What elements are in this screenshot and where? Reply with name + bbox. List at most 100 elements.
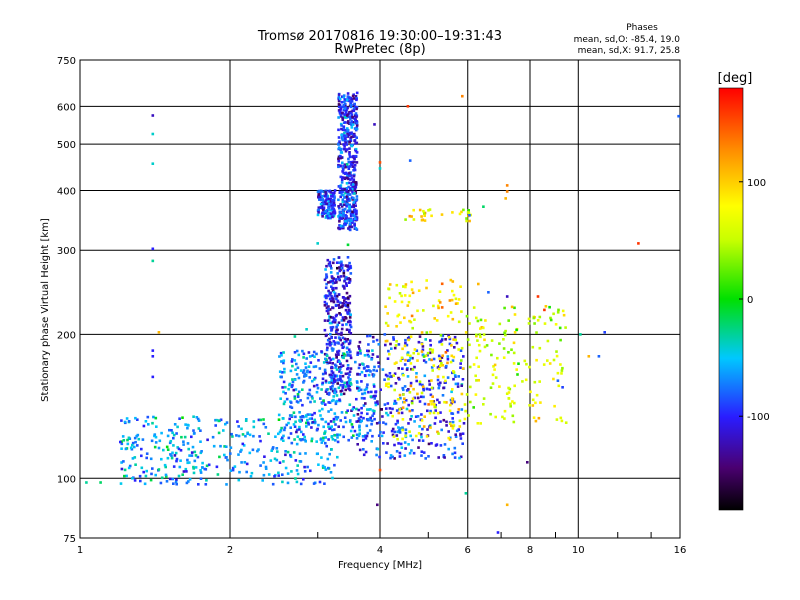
- data-point: [214, 418, 217, 422]
- data-point: [425, 331, 429, 334]
- data-point: [428, 379, 431, 383]
- data-point: [440, 356, 444, 359]
- data-point: [393, 372, 397, 375]
- data-point: [356, 413, 360, 416]
- data-point: [389, 342, 392, 346]
- data-point: [310, 426, 313, 429]
- data-point: [409, 384, 413, 388]
- data-point: [291, 358, 294, 361]
- data-point: [370, 419, 374, 423]
- data-point: [166, 456, 170, 460]
- data-point: [431, 400, 434, 403]
- data-point: [192, 471, 196, 475]
- data-point: [339, 365, 343, 368]
- data-point: [390, 347, 393, 350]
- data-point: [341, 346, 344, 349]
- data-point: [536, 319, 540, 322]
- data-point: [350, 135, 353, 139]
- data-point: [352, 97, 356, 100]
- data-point: [442, 386, 445, 390]
- data-point: [422, 209, 425, 213]
- data-point: [339, 154, 342, 158]
- data-point: [351, 425, 354, 429]
- data-point: [120, 461, 123, 464]
- data-point: [442, 454, 446, 457]
- data-point: [346, 165, 349, 169]
- data-point: [413, 420, 416, 423]
- data-point: [453, 335, 457, 339]
- data-point: [85, 481, 88, 484]
- data-point: [331, 349, 334, 352]
- data-point: [240, 448, 243, 452]
- data-point: [246, 432, 249, 435]
- data-point: [404, 358, 407, 362]
- data-point: [125, 474, 128, 478]
- data-point: [236, 420, 239, 423]
- data-point: [343, 287, 346, 290]
- data-point: [226, 458, 229, 462]
- data-point: [349, 101, 352, 104]
- data-point: [327, 401, 330, 404]
- data-point: [262, 461, 265, 464]
- data-point: [277, 418, 281, 421]
- data-point: [446, 361, 449, 365]
- data-point: [339, 151, 343, 154]
- data-point: [325, 302, 328, 306]
- data-point: [352, 201, 356, 204]
- data-point: [395, 409, 399, 412]
- data-point: [376, 402, 379, 406]
- data-point: [343, 337, 347, 341]
- data-point: [338, 146, 341, 149]
- data-point: [172, 482, 175, 485]
- data-point: [171, 477, 175, 481]
- data-point: [412, 208, 415, 212]
- data-point: [325, 309, 329, 313]
- data-point: [343, 107, 347, 110]
- data-point: [429, 339, 432, 342]
- data-point: [298, 452, 302, 455]
- data-point: [120, 442, 124, 446]
- data-point: [422, 359, 426, 362]
- data-point: [410, 401, 414, 405]
- data-point: [348, 222, 352, 226]
- data-point: [440, 361, 443, 365]
- data-point: [355, 115, 358, 119]
- data-point: [458, 212, 462, 216]
- data-point: [328, 214, 331, 217]
- data-point: [154, 416, 158, 420]
- data-point: [347, 297, 350, 301]
- data-point: [535, 358, 538, 362]
- data-point: [348, 155, 352, 159]
- data-point: [290, 470, 293, 473]
- data-point: [332, 290, 336, 294]
- data-point: [331, 362, 334, 365]
- data-point: [454, 338, 457, 342]
- data-point: [331, 476, 334, 480]
- data-point: [182, 443, 185, 446]
- data-point: [326, 214, 329, 218]
- data-point: [325, 282, 328, 286]
- data-point: [548, 362, 552, 365]
- data-point: [417, 446, 420, 449]
- data-point: [281, 480, 284, 484]
- data-point: [346, 128, 350, 132]
- data-point: [348, 151, 351, 154]
- data-point: [466, 338, 470, 341]
- data-point: [507, 397, 511, 400]
- data-point: [454, 302, 458, 305]
- data-point: [349, 188, 352, 192]
- data-point: [459, 432, 462, 436]
- data-point: [374, 403, 378, 407]
- data-point: [179, 459, 182, 462]
- data-point: [421, 353, 425, 357]
- data-point: [332, 201, 336, 205]
- data-point: [353, 192, 356, 195]
- data-point: [337, 205, 340, 208]
- data-point: [527, 322, 531, 325]
- data-point: [320, 441, 324, 444]
- stats-title: Phases: [626, 23, 658, 33]
- data-point: [371, 434, 374, 438]
- data-point: [348, 323, 352, 327]
- data-point: [317, 193, 320, 196]
- data-point: [347, 438, 350, 442]
